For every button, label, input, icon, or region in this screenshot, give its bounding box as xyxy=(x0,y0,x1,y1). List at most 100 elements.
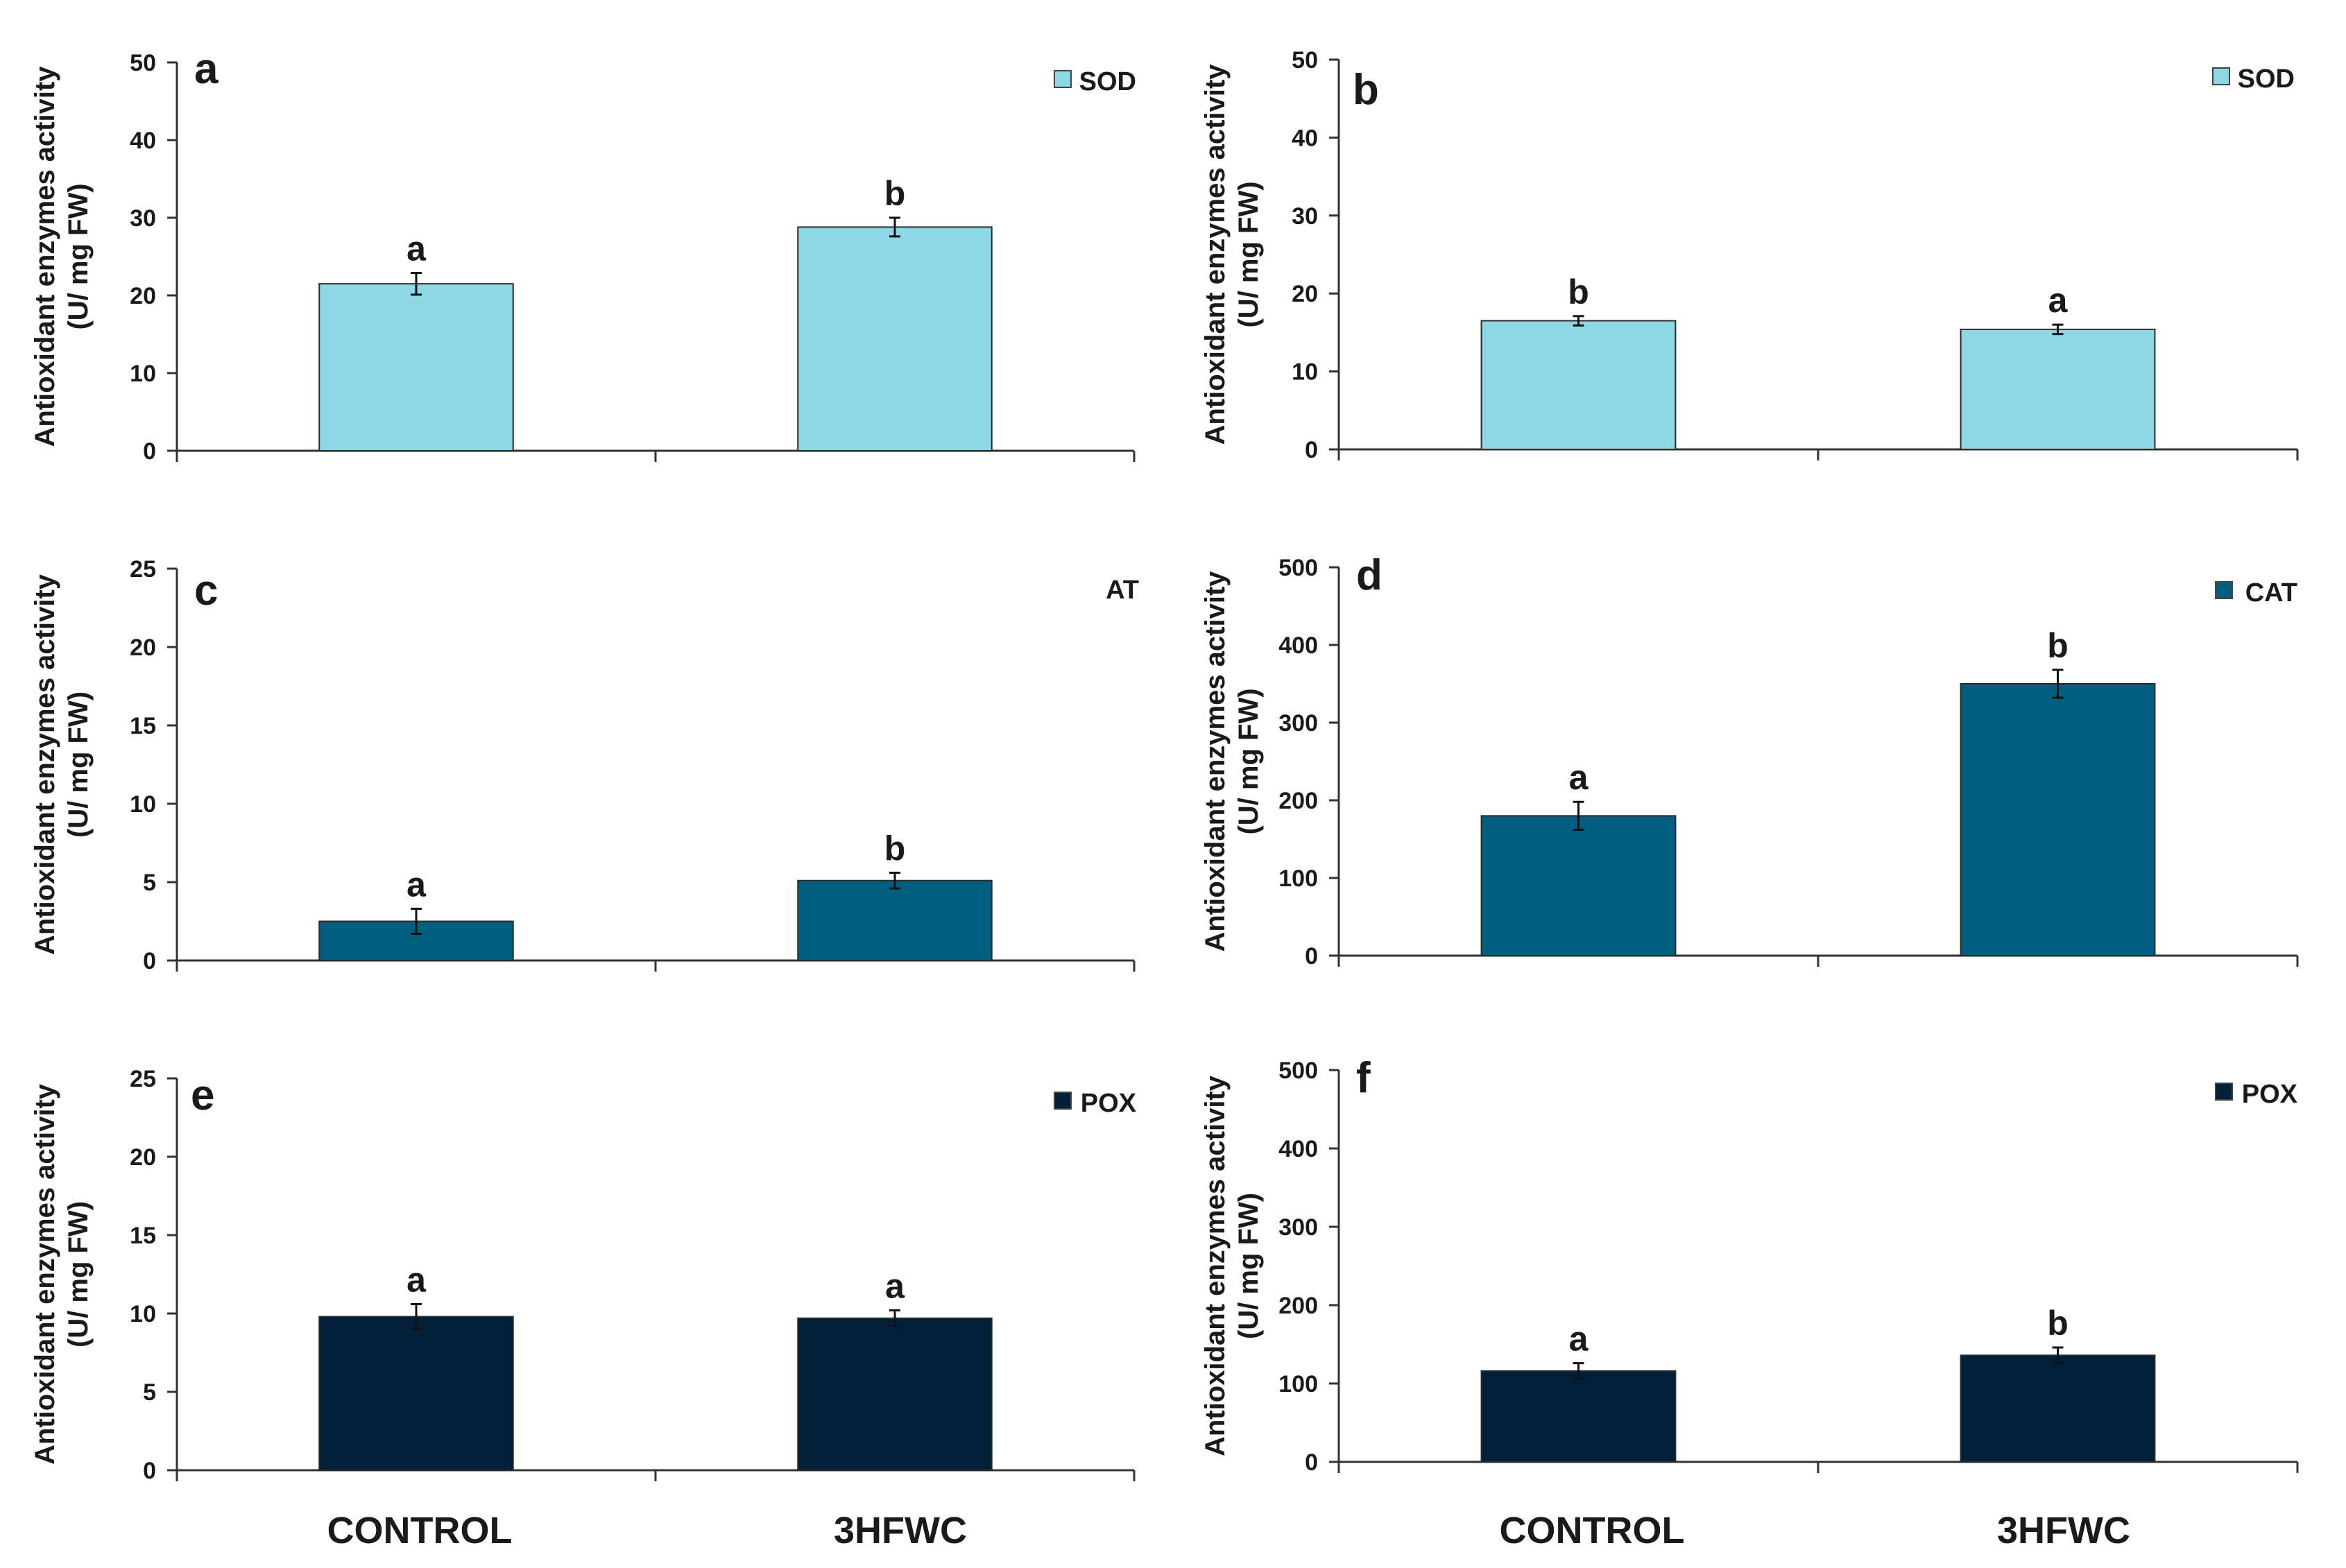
legend-label: POX xyxy=(1081,1089,1137,1118)
y-axis-label-line2: (U/ mg FW) xyxy=(1233,1193,1264,1339)
y-axis-label-line2: (U/ mg FW) xyxy=(63,183,94,329)
y-axis-label-line2: (U/ mg FW) xyxy=(63,691,94,838)
x-category-3hfwc: 3HFWC xyxy=(834,1510,967,1551)
significance-label: b xyxy=(2047,626,2069,665)
y-axis-label-line1: Antioxidant enzymes activity xyxy=(30,1083,60,1465)
y-tick-label: 200 xyxy=(1278,788,1318,814)
y-tick-label: 400 xyxy=(1278,632,1318,659)
y-tick-label: 0 xyxy=(143,438,156,465)
x-category-labels: CONTROL 3HFWC CONTROL 3HFWC xyxy=(327,1510,2130,1551)
significance-label: b xyxy=(884,829,906,868)
y-axis-label-line1: Antioxidant enzymes activity xyxy=(1200,64,1231,445)
y-tick-label: 20 xyxy=(130,1144,156,1171)
bar-3hfwc xyxy=(797,879,993,961)
panel-a: 0 10 20 30 40 50 Antioxidant enzymes activity(… xyxy=(30,45,1136,465)
y-tick-label: 500 xyxy=(1278,555,1318,581)
panel-letter: d xyxy=(1356,551,1382,599)
y-tick-label: 20 xyxy=(130,283,156,309)
y-tick-label: 200 xyxy=(1278,1293,1318,1319)
legend-label: AT xyxy=(1106,576,1139,605)
y-tick-label: 10 xyxy=(130,361,156,387)
significance-label: a xyxy=(2048,281,2069,320)
bar-3hfwc xyxy=(797,226,993,451)
y-axis-label: Antioxidant enzymes activity (U/ mg FW) xyxy=(30,66,94,447)
y-tick-label: 300 xyxy=(1278,710,1318,736)
y-axis-label-line1: Antioxidant enzymes activity xyxy=(1200,1075,1231,1456)
panel-e: 0 5 10 15 20 25 Antioxidant enzymes activity (U… xyxy=(30,1066,1137,1484)
panel-letter: b xyxy=(1353,66,1379,114)
bar-control xyxy=(1480,1370,1677,1463)
panel-letter: a xyxy=(194,45,219,93)
bar-3hfwc xyxy=(1960,328,2156,450)
panel-b: 0 10 20 30 40 50 Antioxidant enzymes activity(… xyxy=(1200,47,2299,463)
y-tick-label: 0 xyxy=(1305,943,1318,970)
bar-3hfwc xyxy=(797,1317,993,1472)
y-tick-label: 20 xyxy=(1292,281,1318,307)
significance-label: a xyxy=(885,1266,905,1305)
legend-swatch xyxy=(2215,1083,2233,1101)
y-tick-label: 0 xyxy=(143,1458,156,1484)
y-tick-label: 0 xyxy=(1305,1449,1318,1476)
y-tick-label: 15 xyxy=(130,713,156,739)
y-tick-label: 5 xyxy=(143,1379,156,1406)
y-axis-label: Antioxidant enzymes activity (U/ mg FW) xyxy=(1200,571,1264,952)
x-category-control: CONTROL xyxy=(327,1510,513,1551)
y-axis-label-line2: (U/ mg FW) xyxy=(1233,688,1264,834)
y-tick-label: 20 xyxy=(130,635,156,661)
y-tick-label: 50 xyxy=(130,50,156,76)
panel-c: 0 5 10 15 20 25 Antioxidant enzymes activity (U… xyxy=(30,556,1139,974)
y-tick-label: 500 xyxy=(1278,1058,1318,1084)
bar-control xyxy=(1480,815,1677,957)
panel-f: 0 100 200 300 400 500 Antioxidant enzymes acti… xyxy=(1200,1054,2299,1476)
significance-label: a xyxy=(406,230,427,268)
panel-letter: e xyxy=(191,1071,214,1119)
y-tick-label: 300 xyxy=(1278,1214,1318,1241)
y-axis-label: Antioxidant enzymes activity (U/ mg FW) xyxy=(30,574,94,955)
bar-3hfwc xyxy=(1960,683,2156,956)
panel-d: 0 100 200 300 400 500 Antioxidant enzymes acti… xyxy=(1200,551,2299,970)
x-category-3hfwc-right: 3HFWC xyxy=(1997,1510,2130,1551)
y-tick-label: 30 xyxy=(130,205,156,232)
legend-swatch xyxy=(1054,70,1072,88)
legend-swatch xyxy=(2212,67,2230,85)
bar-control xyxy=(318,283,514,452)
y-tick-label: 10 xyxy=(130,1301,156,1327)
x-category-control-right: CONTROL xyxy=(1500,1510,1685,1551)
legend-swatch xyxy=(2215,581,2233,599)
y-axis-label: Antioxidant enzymes activity (U/ mg FW) xyxy=(1200,1075,1264,1456)
legend-label: SOD xyxy=(1079,67,1136,96)
y-tick-label: 25 xyxy=(130,1066,156,1092)
significance-label: b xyxy=(1568,273,1589,311)
y-tick-label: 10 xyxy=(1292,359,1318,386)
legend-label: POX xyxy=(2242,1080,2298,1109)
bar-3hfwc xyxy=(1960,1354,2156,1463)
y-axis-label-line2: (U/ mg FW) xyxy=(63,1201,94,1347)
y-tick-label: 0 xyxy=(1305,437,1318,463)
y-axis-label-line1: Antioxidant enzymes activity xyxy=(30,66,60,447)
significance-label: a xyxy=(1569,758,1589,797)
panel-letter: f xyxy=(1356,1054,1371,1102)
legend-swatch xyxy=(1054,1092,1072,1110)
y-tick-label: 400 xyxy=(1278,1136,1318,1162)
y-tick-label: 50 xyxy=(1292,47,1318,74)
y-axis-label: Antioxidant enzymes activity (U/ mg FW) xyxy=(30,1083,94,1465)
y-tick-label: 100 xyxy=(1278,865,1318,892)
y-tick-label: 40 xyxy=(130,128,156,154)
y-tick-label: 100 xyxy=(1278,1371,1318,1397)
legend-label: CAT xyxy=(2245,578,2297,608)
y-tick-label: 40 xyxy=(1292,125,1318,151)
significance-label: a xyxy=(1569,1320,1589,1359)
y-axis-label: Antioxidant enzymes activity (U/ mg FW) xyxy=(1200,64,1264,445)
significance-label: a xyxy=(406,865,427,904)
y-tick-label: 25 xyxy=(130,556,156,583)
legend-label: SOD xyxy=(2238,64,2295,94)
y-tick-label: 10 xyxy=(130,791,156,818)
significance-label: b xyxy=(884,174,906,213)
y-tick-label: 5 xyxy=(143,870,156,896)
bar-control xyxy=(1480,320,1677,451)
y-tick-label: 30 xyxy=(1292,203,1318,230)
bar-control xyxy=(318,1316,514,1472)
significance-label: b xyxy=(2047,1304,2069,1343)
